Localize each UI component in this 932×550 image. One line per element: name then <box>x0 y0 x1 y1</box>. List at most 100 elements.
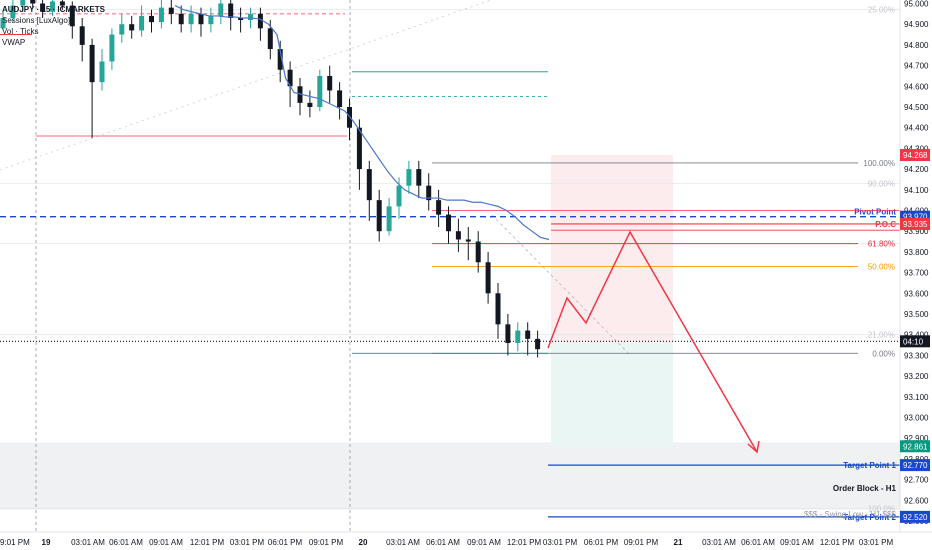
projection-line <box>491 214 631 356</box>
time-tick-label: 09:01 PM <box>309 538 344 547</box>
projection-arrowhead <box>747 440 760 454</box>
price-tick-label: 93.200 <box>904 372 929 381</box>
price-tag <box>900 149 930 162</box>
legend-item-volume[interactable]: Vol · Ticks <box>2 27 39 36</box>
candle-body <box>465 239 471 242</box>
candle-body <box>505 324 511 343</box>
time-tick-label: 21 <box>674 538 683 547</box>
faded-level-label: 90.00% <box>868 180 895 189</box>
candle-body <box>119 24 125 35</box>
candle-body <box>267 28 273 50</box>
price-tick-label: 92.600 <box>904 496 929 505</box>
candle-body <box>30 0 36 4</box>
time-tick-label: 12:01 PM <box>820 538 855 547</box>
time-tick-label: 03:01 PM <box>230 538 265 547</box>
price-tick-label: 94.900 <box>904 20 929 29</box>
legend-symbol[interactable]: AUDJPY · 15 · ICMARKETS <box>2 5 105 14</box>
candle-body <box>416 169 422 186</box>
candle-body <box>139 15 145 31</box>
price-tick-label: 93.400 <box>904 331 929 340</box>
fib-level-label: 0.00% <box>872 349 895 358</box>
candle-body <box>248 13 253 21</box>
price-tick-label: 94.300 <box>904 144 929 153</box>
price-tick-label: 93.500 <box>904 310 929 319</box>
price-tick-label: 94.100 <box>904 186 929 195</box>
time-tick-label: 03:01 AM <box>386 538 420 547</box>
candle-body <box>525 330 531 339</box>
candle-body <box>436 200 442 215</box>
price-tag <box>900 459 930 472</box>
target-label-1: Target Point 1 <box>843 461 896 470</box>
candle-body <box>317 75 323 107</box>
legend-item-vwap[interactable]: VWAP <box>2 38 26 47</box>
candles-group <box>0 0 541 358</box>
price-tag-label: 94.268 <box>903 151 928 160</box>
price-tick-label: 93.300 <box>904 351 929 360</box>
time-tick-label: 06:01 AM <box>741 538 775 547</box>
candle-body <box>198 13 204 25</box>
time-tick-label: 9:01 PM <box>0 538 30 547</box>
swing-low-label: $$$ - Swing Low - H1 $$$ <box>804 510 897 519</box>
candle-body <box>515 330 521 343</box>
price-tag <box>900 335 930 348</box>
candle-body <box>366 169 372 201</box>
candle-body <box>218 3 224 16</box>
price-tick-label: 94.200 <box>904 165 929 174</box>
time-tick-label: 03:01 AM <box>702 538 736 547</box>
price-tick-label: 95.000 <box>904 0 929 9</box>
chart-legend: AUDJPY · 15 · ICMARKETS Sessions [LuxAlg… <box>2 4 105 48</box>
candle-body <box>0 17 6 29</box>
candle-body <box>406 169 412 186</box>
time-tick-label: 12:01 PM <box>507 538 542 547</box>
candle-body <box>228 3 234 18</box>
candle-body <box>158 7 164 23</box>
candle-body <box>188 13 194 25</box>
price-tick-label: 93.800 <box>904 248 929 257</box>
candle-body <box>277 49 283 70</box>
candle-body <box>287 69 293 87</box>
price-tick-label: 94.600 <box>904 82 929 91</box>
take-profit-zone <box>551 342 673 447</box>
candle-body <box>257 13 263 29</box>
fib-level-label: 50.00% <box>868 262 895 271</box>
order-block-zone <box>0 442 900 510</box>
candle-body <box>109 34 115 62</box>
target-label-2: Target Point 2 <box>843 513 896 522</box>
candle-body <box>168 7 174 14</box>
candle-body <box>455 231 461 240</box>
time-tick-label: 06:01 PM <box>268 538 303 547</box>
candle-body <box>327 75 333 91</box>
order-block-label: Order Block - H1 <box>833 484 897 493</box>
price-tick-label: 93.100 <box>904 393 929 402</box>
price-tag-label: 93.970 <box>903 213 928 222</box>
time-tick-label: 06:01 PM <box>584 538 619 547</box>
trend-line <box>0 0 493 171</box>
poc-label: P.O.C <box>875 220 896 229</box>
candle-body <box>59 1 65 6</box>
time-tick-label: 12:01 PM <box>190 538 225 547</box>
candle-body <box>10 5 16 18</box>
candle-body <box>495 293 501 325</box>
candle-body <box>99 61 105 83</box>
candle-body <box>376 200 382 232</box>
price-tag-label: 93.935 <box>903 220 928 229</box>
candle-body <box>426 185 432 201</box>
price-tick-label: 92.700 <box>904 476 929 485</box>
fib-level-label: 100.00% <box>863 159 895 168</box>
price-tag-label: 04:10 <box>903 337 924 346</box>
faded-level-label: 100.0% <box>868 505 895 514</box>
legend-item-sessions[interactable]: Sessions [LuxAlgo] <box>2 16 71 25</box>
stop-loss-zone <box>551 155 673 343</box>
candle-body <box>386 206 392 232</box>
price-tag <box>900 217 930 230</box>
price-tick-label: 93.600 <box>904 289 929 298</box>
price-tick-label: 93.900 <box>904 227 929 236</box>
pivot-point-label: Pivot Point <box>854 208 896 217</box>
time-tick-label: 09:01 AM <box>780 538 814 547</box>
candle-body <box>485 262 491 294</box>
candle-body <box>79 26 85 45</box>
candle-body <box>89 44 95 83</box>
faded-level-label: 21.00% <box>868 331 895 340</box>
